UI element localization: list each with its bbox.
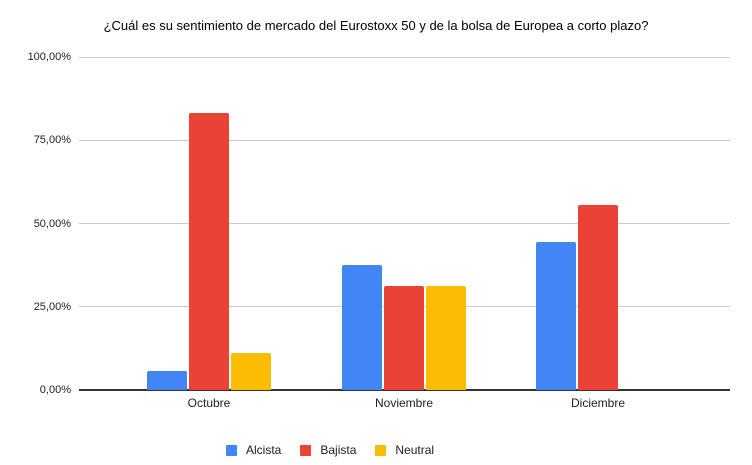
x-axis-line xyxy=(79,389,730,391)
legend-swatch-bajista xyxy=(300,444,312,456)
gridline-50 xyxy=(79,223,730,224)
legend: Alcista Bajista Neutral xyxy=(226,443,434,457)
legend-swatch-alcista xyxy=(226,444,237,456)
bar-neutral-octubre xyxy=(231,353,271,390)
x-axis-label-octubre: Octubre xyxy=(187,396,231,410)
bar-bajista-diciembre xyxy=(578,204,618,390)
bar-bajista-noviembre xyxy=(384,285,424,390)
bar-alcista-octubre xyxy=(147,371,187,390)
gridline-100 xyxy=(79,56,730,58)
legend-label-neutral: Neutral xyxy=(395,443,435,457)
y-axis-tick-label: 50,00% xyxy=(33,217,71,230)
legend-label-bajista: Bajista xyxy=(320,443,357,457)
legend-label-alcista: Alcista xyxy=(246,443,282,457)
bar-bajista-octubre xyxy=(189,112,229,390)
bar-alcista-noviembre xyxy=(342,265,382,390)
y-axis-tick-label: 0,00% xyxy=(39,384,71,396)
legend-item-bajista: Bajista xyxy=(300,443,356,457)
legend-item-alcista: Alcista xyxy=(226,443,281,457)
legend-swatch-neutral xyxy=(375,444,387,456)
y-axis-tick-label: 75,00% xyxy=(33,134,71,147)
bar-neutral-noviembre xyxy=(426,285,466,390)
x-axis-label-diciembre: Diciembre xyxy=(570,396,625,410)
gridline-75 xyxy=(79,139,730,141)
bar-alcista-diciembre xyxy=(536,242,576,390)
y-axis-tick-label: 100,00% xyxy=(27,51,71,63)
chart-title: ¿Cuál es su sentimiento de mercado del E… xyxy=(103,18,649,33)
legend-item-neutral: Neutral xyxy=(375,443,434,457)
x-axis-label-noviembre: Noviembre xyxy=(374,396,434,410)
y-axis-tick-label: 25,00% xyxy=(33,300,71,313)
